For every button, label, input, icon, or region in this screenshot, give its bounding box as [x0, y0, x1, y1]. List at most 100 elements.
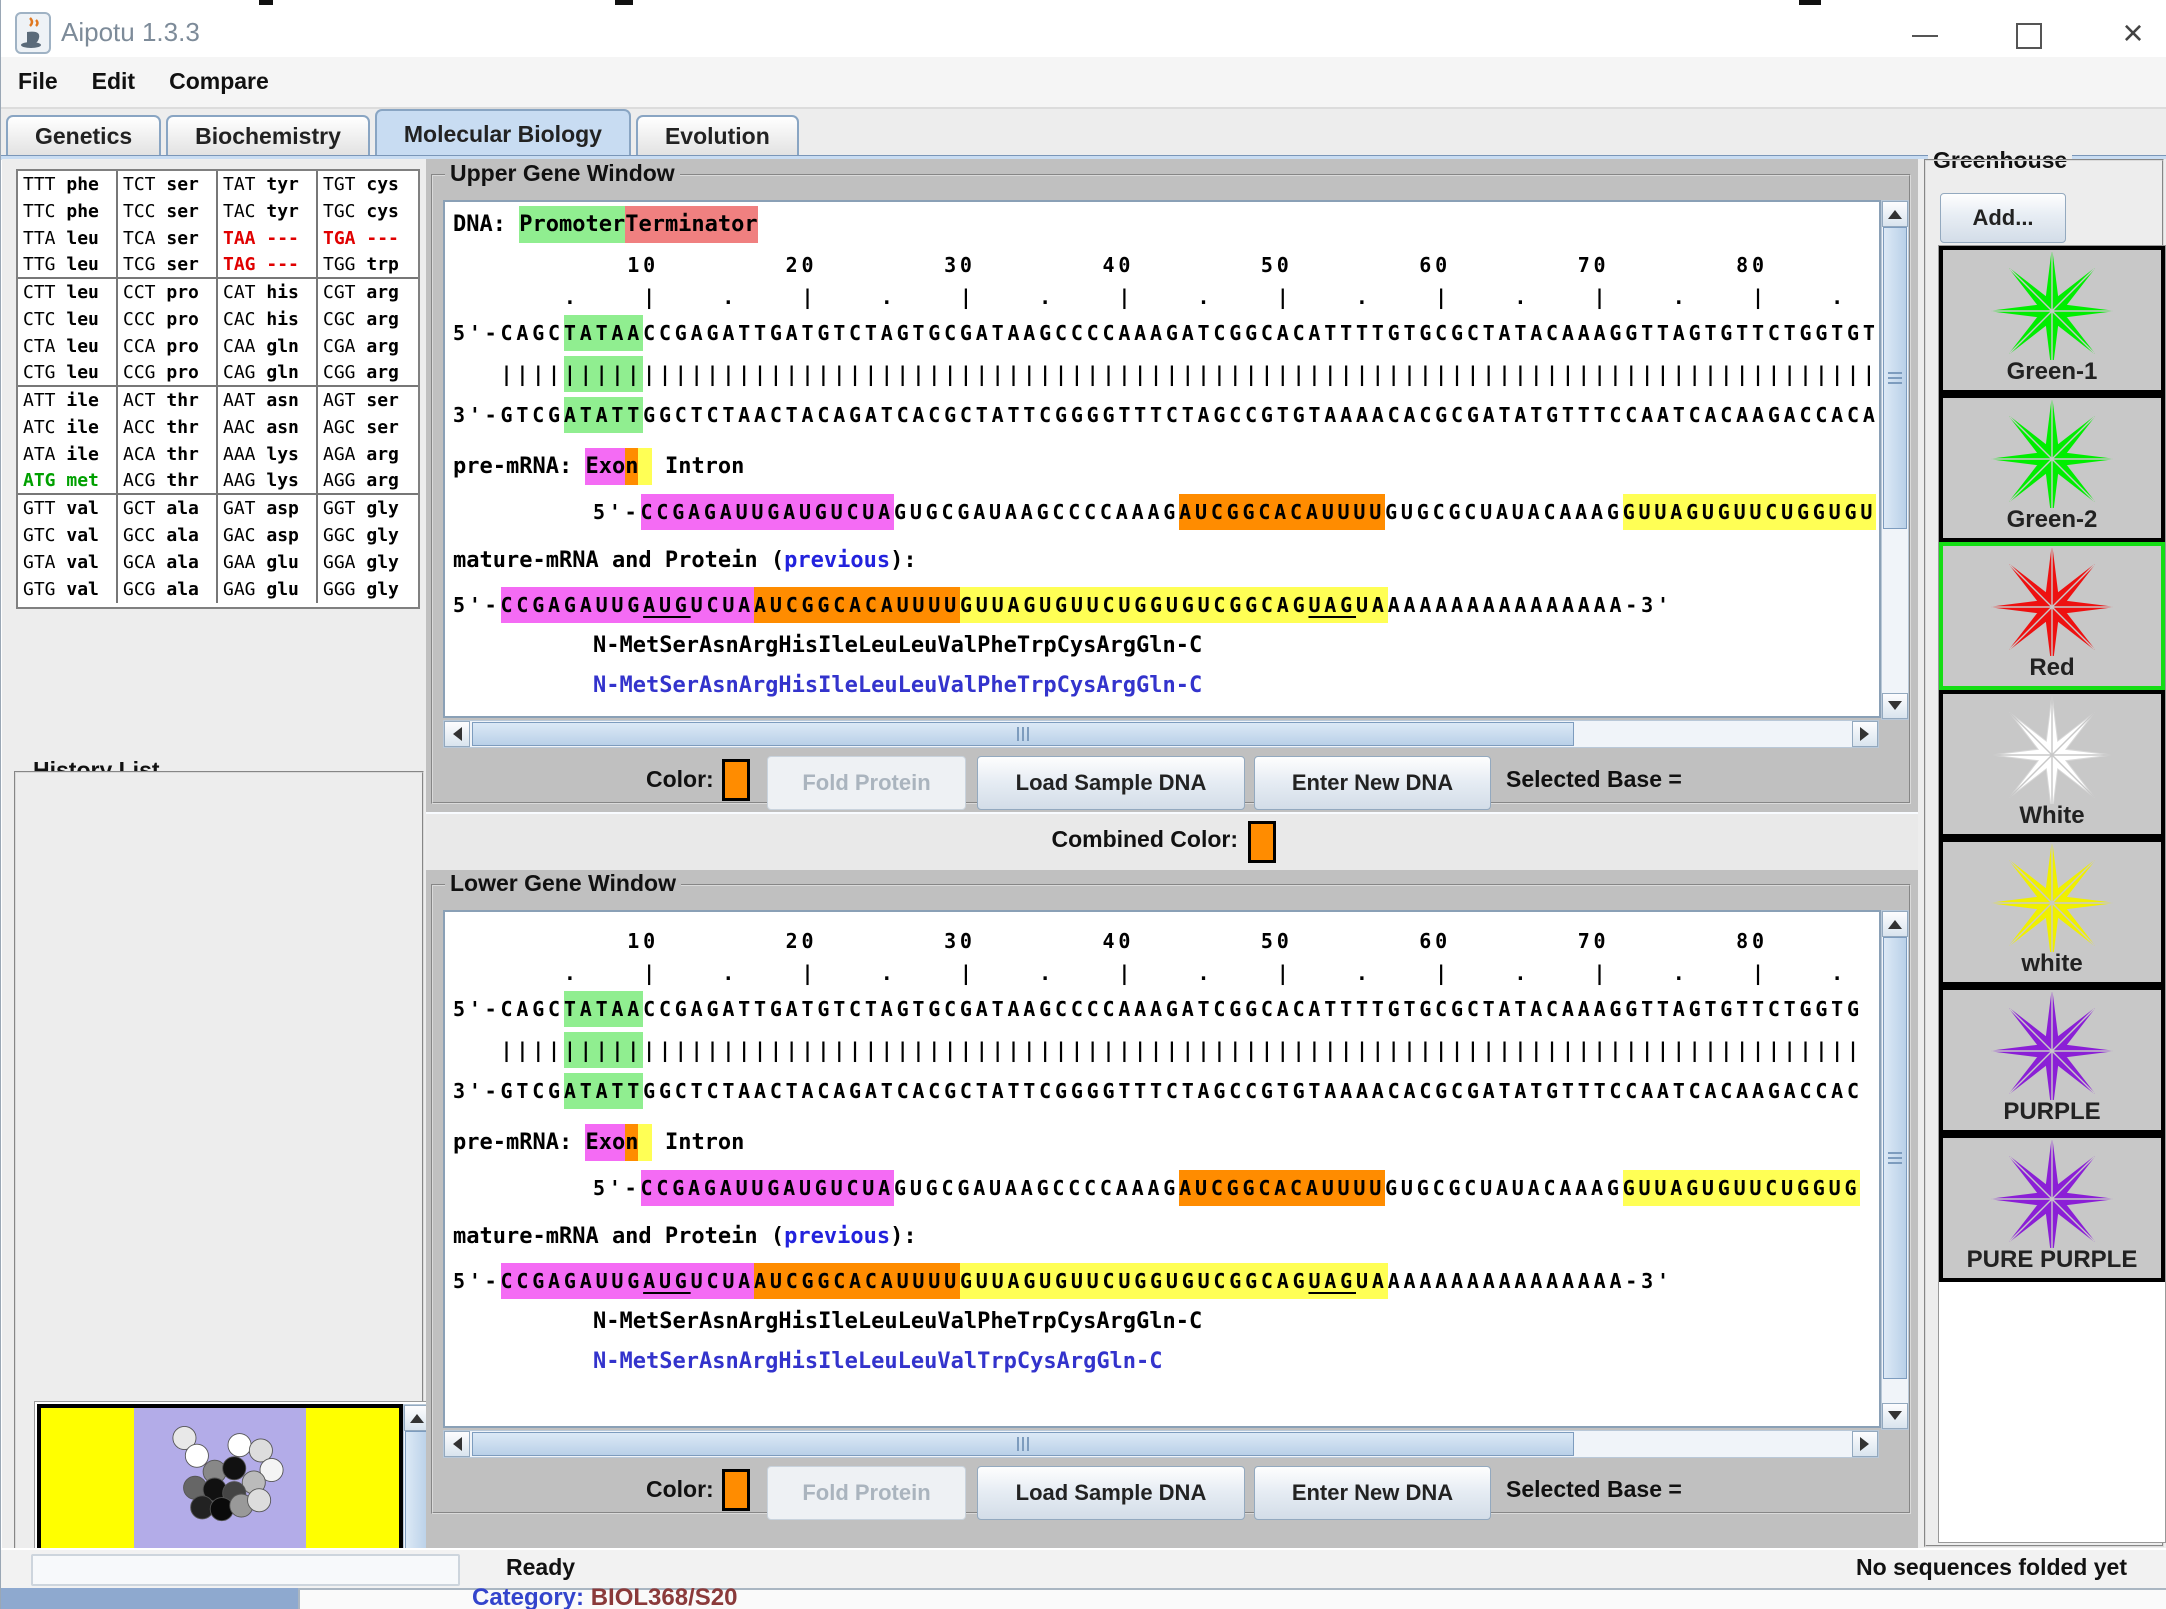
codon-cell: TTA leu	[18, 225, 118, 252]
tab-molecular-biology[interactable]: Molecular Biology	[374, 109, 631, 155]
previous-link[interactable]: previous	[784, 1224, 891, 1249]
background-window-corner	[1, 1588, 298, 1609]
codon-cell: CAA gln	[218, 333, 318, 360]
horizontal-scrollbar[interactable]	[443, 1430, 1879, 1458]
protein-sequence: N-MetSerAsnArgHisIleLeuLeuValPheTrpCysAr…	[593, 1309, 1203, 1334]
flower-icon	[1991, 992, 2113, 1100]
status-field	[31, 1554, 460, 1586]
organism-label: PURE PURPLE	[1966, 1246, 2138, 1273]
codon-cell: GTA val	[18, 549, 118, 576]
menu-bar: File Edit Compare	[1, 57, 2166, 109]
lower-gene-window: Lower Gene Window 10 20 30 40 50 60 70 8…	[431, 870, 1913, 1520]
codon-cell: TGG trp	[323, 254, 399, 275]
greenhouse-panel: Greenhouse Add... Green-1 Green-2 Red Wh…	[1918, 147, 2166, 1548]
pre-mrna-sequence: 5'-CCGAGAUUGAUGUCUAGUGCGAUAAGCCCCAAAGAUC…	[445, 1166, 1879, 1210]
mature-mrna-sequence: 5'-CCGAGAUUGAUGUCUAAUCGGCACAUUUUGUUAGUGU…	[445, 584, 1879, 626]
close-button[interactable]: ×	[2122, 12, 2144, 53]
minimize-button[interactable]	[1897, 13, 1953, 55]
molecular-biology-panel: Upper Gene Window DNA: PromoterTerminato…	[426, 159, 1918, 1548]
vertical-scrollbar[interactable]	[1881, 200, 1909, 720]
codon-cell: ACA thr	[118, 441, 218, 468]
history-panel	[14, 771, 434, 1609]
pre-mrna-label: pre-mRNA: Exon Intron	[445, 1120, 1879, 1166]
greenhouse-organism-green-1[interactable]: Green-1	[1939, 246, 2165, 394]
organism-label: PURPLE	[2003, 1098, 2101, 1125]
codon-cell: AGA arg	[323, 444, 399, 465]
phenotype-band	[305, 1408, 399, 1548]
codon-cell: GTG val	[18, 576, 118, 603]
status-folded: No sequences folded yet	[1856, 1554, 2127, 1580]
previous-link[interactable]: previous	[784, 548, 891, 573]
upper-gene-window: Upper Gene Window DNA: PromoterTerminato…	[431, 160, 1913, 810]
protein-sequence: N-MetSerAsnArgHisIleLeuLeuValPheTrpCysAr…	[593, 633, 1203, 658]
menu-file[interactable]: File	[18, 68, 58, 94]
codon-cell: CTA leu	[18, 333, 118, 360]
codon-cell: CGT arg	[323, 282, 399, 303]
combined-color-swatch	[1248, 821, 1276, 863]
left-panel: TTT phe TCT ser TAT tyr TGT cys TTC phe TCC s…	[2, 159, 434, 1609]
tab-evolution[interactable]: Evolution	[635, 115, 799, 155]
flower-icon	[1991, 696, 2113, 804]
codon-cell: AGT ser	[323, 390, 399, 411]
codon-cell: CCA pro	[118, 333, 218, 360]
selected-base-label: Selected Base =	[1506, 1476, 1682, 1502]
enter-new-dna-button[interactable]: Enter New DNA	[1254, 756, 1491, 810]
greenhouse-organism-white[interactable]: white	[1939, 838, 2165, 986]
greenhouse-organism-pure-purple[interactable]: PURE PURPLE	[1939, 1134, 2165, 1282]
codon-cell: TTT phe	[18, 171, 118, 198]
ruler-ticks: . | . | . | . | . | . | . | . | .	[453, 961, 1879, 985]
greenhouse-organism-white[interactable]: White	[1939, 690, 2165, 838]
sequence-area: DNA: PromoterTerminator 10 20 30 40 50 6…	[443, 200, 1881, 718]
tab-genetics[interactable]: Genetics	[6, 115, 162, 155]
mature-mrna-label: mature-mRNA and Protein (previous):	[445, 538, 1879, 584]
codon-cell: CTT leu	[18, 279, 118, 306]
history-item[interactable]	[37, 1404, 403, 1552]
codon-cell: CCG pro	[118, 360, 218, 385]
tab-biochemistry[interactable]: Biochemistry	[166, 115, 370, 155]
ruler-ticks: . | . | . | . | . | . | . | . | .	[453, 285, 1879, 309]
greenhouse-organism-green-2[interactable]: Green-2	[1939, 394, 2165, 542]
flower-icon	[1991, 252, 2113, 360]
organism-label: Green-2	[2006, 506, 2098, 533]
vertical-scrollbar[interactable]	[1881, 910, 1909, 1430]
dna-strand-5: 5'-CAGCTATAACCGAGATTGATGTCTAGTGCGATAAGCC…	[445, 312, 1879, 354]
codon-cell: GAG glu	[218, 576, 318, 603]
codon-cell: TAC tyr	[218, 198, 318, 225]
sequence-area: 10 20 30 40 50 60 70 80 . | . | . | . | …	[443, 910, 1881, 1428]
codon-cell: ACC thr	[118, 414, 218, 441]
menu-edit[interactable]: Edit	[91, 68, 136, 94]
organism-label: Red	[2029, 654, 2075, 681]
greenhouse-organism-purple[interactable]: PURPLE	[1939, 986, 2165, 1134]
codon-cell: TTG leu	[18, 252, 118, 277]
load-sample-dna-button[interactable]: Load Sample DNA	[977, 756, 1245, 810]
base-pairing: ||||||||||||||||||||||||||||||||||||||||…	[445, 354, 1879, 394]
ruler-numbers: 10 20 30 40 50 60 70 80	[453, 253, 1768, 277]
horizontal-scrollbar[interactable]	[443, 720, 1879, 748]
background-window-fragment	[259, 0, 273, 5]
organism-label: Green-1	[2006, 358, 2098, 385]
codon-cell: CGA arg	[323, 336, 399, 357]
tab-strip: Genetics Biochemistry Molecular Biology Evo…	[1, 109, 2166, 155]
maximize-button[interactable]	[2001, 13, 2057, 55]
codon-cell: CTC leu	[18, 306, 118, 333]
codon-cell: TGT cys	[323, 174, 399, 195]
greenhouse-organism-red[interactable]: Red	[1939, 542, 2165, 690]
phenotype-band	[41, 1408, 135, 1548]
dna-strand-3: 3'-GTCGATATTGGCTCTAACTACAGATCACGCTATTCGG…	[445, 394, 1879, 436]
color-label: Color:	[646, 1476, 714, 1502]
codon-cell: GGA gly	[323, 552, 399, 573]
load-sample-dna-button[interactable]: Load Sample DNA	[977, 1466, 1245, 1520]
menu-compare[interactable]: Compare	[169, 68, 269, 94]
background-dialog-fragment: Category: BIOL368/S20	[1, 1588, 2166, 1609]
codon-cell: TCA ser	[118, 225, 218, 252]
fold-protein-button[interactable]: Fold Protein	[767, 1466, 966, 1520]
add-organism-button[interactable]: Add...	[1940, 193, 2066, 243]
flower-icon	[1991, 1140, 2113, 1248]
codon-cell: GCG ala	[118, 576, 218, 603]
fold-protein-button[interactable]: Fold Protein	[767, 756, 966, 810]
enter-new-dna-button[interactable]: Enter New DNA	[1254, 1466, 1491, 1520]
combined-color-label: Combined Color:	[1051, 826, 1238, 852]
codon-cell: ATT ile	[18, 387, 118, 414]
mature-mrna-sequence: 5'-CCGAGAUUGAUGUCUAAUCGGCACAUUUUGUUAGUGU…	[445, 1260, 1879, 1302]
